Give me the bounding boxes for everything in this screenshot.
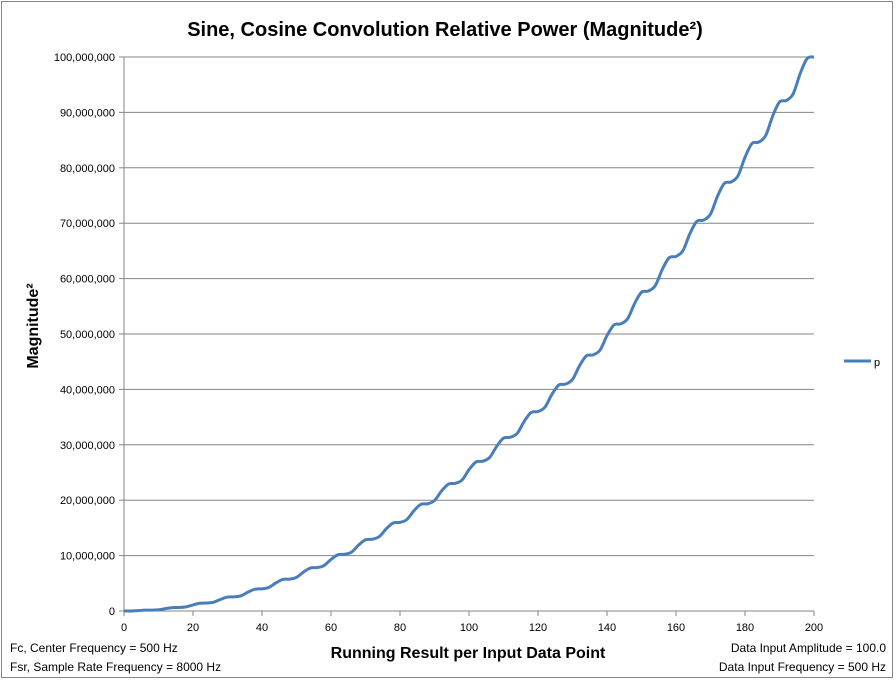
note-center-frequency: Fc, Center Frequency = 500 Hz	[10, 641, 178, 655]
series-line-p	[123, 55, 815, 613]
x-axis-label: Running Result per Input Data Point	[331, 645, 606, 662]
y-tick-label: 50,000,000	[60, 329, 115, 341]
chart-title: Sine, Cosine Convolution Relative Power …	[187, 19, 703, 41]
x-tick-label: 60	[325, 622, 337, 634]
y-tick-label: 70,000,000	[60, 218, 115, 230]
x-tick-label: 40	[256, 622, 268, 634]
x-tick-label: 200	[805, 622, 823, 634]
legend-label-p: p	[874, 357, 880, 369]
y-tick-label: 40,000,000	[60, 384, 115, 396]
x-tick-label: 160	[667, 622, 685, 634]
x-tick-label: 140	[598, 622, 616, 634]
note-input-amplitude: Data Input Amplitude = 100.0	[730, 641, 886, 655]
x-tick-label: 120	[529, 622, 547, 634]
x-tick-label: 180	[736, 622, 754, 634]
y-tick-label: 30,000,000	[60, 440, 115, 452]
legend: p	[844, 357, 880, 369]
y-tick-label: 0	[109, 606, 115, 618]
y-tick-label: 20,000,000	[60, 495, 115, 507]
y-tick-label: 80,000,000	[60, 163, 115, 175]
y-axis-label: Magnitude²	[25, 283, 42, 368]
x-tick-label: 0	[121, 622, 127, 634]
y-tick-label: 60,000,000	[60, 274, 115, 286]
note-sample-rate: Fsr, Sample Rate Frequency = 8000 Hz	[10, 660, 222, 674]
y-tick-label: 100,000,000	[54, 52, 115, 64]
x-tick-label: 80	[394, 622, 406, 634]
x-tick-label: 100	[460, 622, 478, 634]
x-tick-label: 20	[187, 622, 199, 634]
y-tick-label: 10,000,000	[60, 551, 115, 563]
y-tick-label: 90,000,000	[60, 107, 115, 119]
note-input-frequency: Data Input Frequency = 500 Hz	[718, 660, 886, 674]
